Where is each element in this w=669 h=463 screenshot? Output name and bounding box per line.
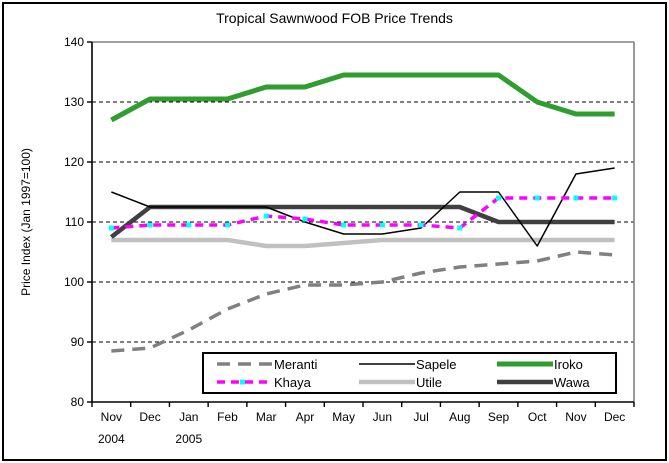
x-year-label: 2004 xyxy=(98,432,125,446)
series-line-khaya xyxy=(111,196,615,230)
x-month-label: Mar xyxy=(256,410,277,424)
y-tick-label: 120 xyxy=(64,155,84,169)
x-month-label: Jul xyxy=(413,410,428,424)
series-marker-khaya xyxy=(418,222,424,228)
series-marker-khaya xyxy=(612,195,618,201)
legend-key-marker xyxy=(240,379,245,385)
legend-item-wawa: Wawa xyxy=(496,374,615,391)
legend-label: Utile xyxy=(416,374,443,390)
x-month-label: Jun xyxy=(373,410,392,424)
series-line-meranti xyxy=(111,250,615,353)
series-marker-khaya xyxy=(534,195,540,201)
legend-item-iroko: Iroko xyxy=(496,356,615,373)
y-tick-label: 110 xyxy=(65,215,84,229)
series-marker-khaya xyxy=(302,216,308,222)
series-marker-khaya xyxy=(108,225,114,231)
series-marker-khaya xyxy=(379,222,385,228)
y-axis-title: Price Index (Jan 1997=100) xyxy=(19,148,33,296)
series-marker-khaya xyxy=(457,225,463,231)
iroko-legend-key-icon xyxy=(497,361,553,367)
x-month-label: Sep xyxy=(488,410,510,424)
y-tick-label: 90 xyxy=(71,335,85,349)
series-marker-khaya xyxy=(341,222,347,228)
series-marker-khaya xyxy=(496,195,501,201)
y-tick-label: 100 xyxy=(64,275,84,289)
sapele-legend-key-icon xyxy=(359,363,415,365)
legend-label: Sapele xyxy=(416,356,457,372)
legend-label: Meranti xyxy=(274,356,318,372)
x-month-label: Feb xyxy=(217,410,238,424)
legend-item-khaya: Khaya xyxy=(216,374,358,391)
x-month-label: Dec xyxy=(139,410,160,424)
series-marker-khaya xyxy=(263,213,269,219)
series-line-sapele xyxy=(111,167,615,247)
axes-layer xyxy=(87,41,635,407)
x-month-label: Dec xyxy=(604,410,625,424)
series-marker-khaya xyxy=(186,222,192,228)
x-month-label: Apr xyxy=(296,410,315,424)
legend-label: Khaya xyxy=(274,374,311,390)
x-month-label: Oct xyxy=(528,410,547,424)
meranti-legend-key-icon xyxy=(217,362,273,366)
y-tick-label: 130 xyxy=(64,95,84,109)
utile-legend-key-icon xyxy=(359,379,415,385)
legend-item-meranti: Meranti xyxy=(216,356,358,373)
y-tick-label: 140 xyxy=(64,35,84,49)
x-month-label: Nov xyxy=(101,410,122,424)
x-month-label: Aug xyxy=(449,410,470,424)
x-year-label: 2005 xyxy=(175,432,202,446)
series-marker-khaya xyxy=(147,222,153,228)
series-line-utile xyxy=(111,237,615,249)
x-month-label: Nov xyxy=(565,410,586,424)
x-month-label: Jan xyxy=(179,410,198,424)
legend: Meranti Sapele Iroko Khaya Utile Wawa xyxy=(202,352,617,394)
axis-labels-layer: 140 130 120 110 100 90 80 Nov Dec Jan Feb Mar Apr May… xyxy=(64,35,625,446)
legend-item-sapele: Sapele xyxy=(358,356,496,373)
chart-title: Tropical Sawnwood FOB Price Trends xyxy=(216,10,453,26)
series-marker-khaya xyxy=(225,222,230,228)
series-marker-khaya xyxy=(573,195,579,201)
legend-item-utile: Utile xyxy=(358,374,496,391)
series-layer xyxy=(108,72,618,353)
y-tick-label: 80 xyxy=(71,395,85,409)
series-line-iroko xyxy=(110,72,615,123)
x-month-label: May xyxy=(332,410,355,424)
legend-label: Iroko xyxy=(554,356,583,372)
khaya-legend-key-icon xyxy=(217,379,273,385)
legend-label: Wawa xyxy=(554,374,590,390)
wawa-legend-key-icon xyxy=(497,379,553,385)
